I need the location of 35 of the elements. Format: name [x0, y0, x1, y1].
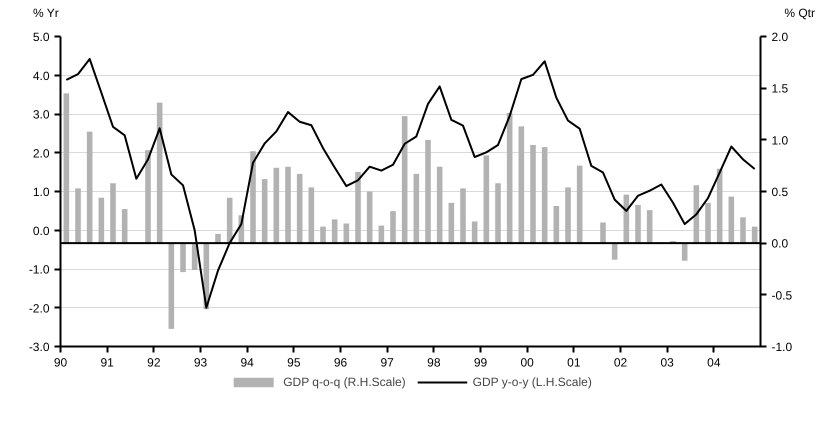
y2-tick-label: -0.5 — [772, 288, 793, 302]
y-axis-title: % Yr — [33, 5, 59, 22]
y-tick-label: 1.0 — [32, 185, 50, 199]
x-tick-label: 98 — [427, 356, 441, 370]
x-tick-label: 93 — [194, 356, 208, 370]
legend-label: GDP y-o-y (L.H.Scale) — [472, 375, 592, 389]
x-tick-label: 97 — [380, 356, 394, 370]
y-tick-label: 5.0 — [32, 30, 50, 44]
y-tick-label: -1.0 — [28, 262, 50, 276]
x-tick-label: 91 — [100, 356, 114, 370]
y2-tick-label: 1.5 — [772, 82, 789, 96]
y-tick-label: 2.0 — [32, 146, 50, 160]
x-tick-label: 92 — [147, 356, 161, 370]
legend-label: GDP q-o-q (R.H.Scale) — [283, 375, 406, 389]
x-tick-label: 94 — [240, 356, 254, 370]
y2-tick-label: 0.5 — [772, 185, 789, 199]
x-tick-label: 00 — [520, 356, 534, 370]
x-tick-label: 99 — [474, 356, 488, 370]
y2-tick-label: 1.0 — [772, 133, 789, 148]
y-tick-label: 0.0 — [32, 224, 50, 238]
x-tick-label: 90 — [54, 356, 68, 370]
x-tick-label: 02 — [614, 356, 628, 370]
y-tick-label: 3.0 — [32, 108, 50, 122]
y-tick-label: -3.0 — [28, 340, 50, 354]
y2-axis-title: % Qtr — [784, 5, 815, 22]
x-tick-label: 03 — [660, 356, 674, 370]
y2-tick-label: 2.0 — [772, 30, 789, 44]
y-tick-label: -2.0 — [28, 301, 50, 316]
x-tick-label: 95 — [287, 356, 301, 370]
y2-tick-label: -1.0 — [772, 340, 793, 354]
y2-tick-label: 0.0 — [772, 236, 789, 251]
y-tick-label: 4.0 — [32, 68, 50, 83]
x-tick-label: 01 — [567, 356, 581, 370]
x-tick-label: 96 — [334, 356, 348, 370]
x-tick-label: 04 — [707, 356, 721, 370]
